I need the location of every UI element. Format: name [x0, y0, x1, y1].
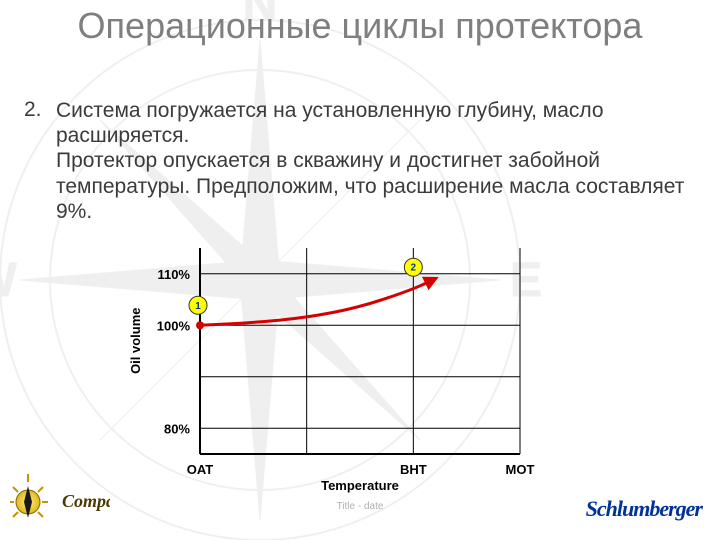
x-tick-label: OAT	[187, 462, 214, 477]
slide-title: Операционные циклы протектора	[0, 0, 720, 46]
y-tick-label: 100%	[157, 318, 191, 333]
y-axis-label: Oil volume	[128, 307, 143, 373]
bullet-text: Система погружается на установленную глу…	[56, 98, 696, 224]
x-axis-label: Temperature	[321, 478, 399, 493]
chart-marker-badge: 1	[189, 296, 207, 314]
x-tick-label: MOT	[506, 462, 535, 477]
y-tick-label: 110%	[157, 267, 190, 282]
chart-marker-badge: 2	[404, 258, 422, 276]
svg-text:W: W	[0, 254, 17, 307]
bullet-number: 2.	[24, 98, 42, 122]
oil-volume-chart: 80% 100% 110% OAT BHT MOT Temperature Oil volum…	[110, 248, 570, 514]
x-tick-label: BHT	[400, 462, 427, 477]
compass-logo-text: Compass	[62, 491, 110, 511]
svg-text:1: 1	[195, 301, 201, 312]
y-tick-label: 80%	[164, 421, 190, 436]
svg-text:S: S	[244, 534, 276, 540]
svg-text:2: 2	[411, 263, 417, 274]
schlumberger-logo: Schlumberger	[586, 496, 702, 522]
compass-logo: Compass	[10, 472, 110, 526]
